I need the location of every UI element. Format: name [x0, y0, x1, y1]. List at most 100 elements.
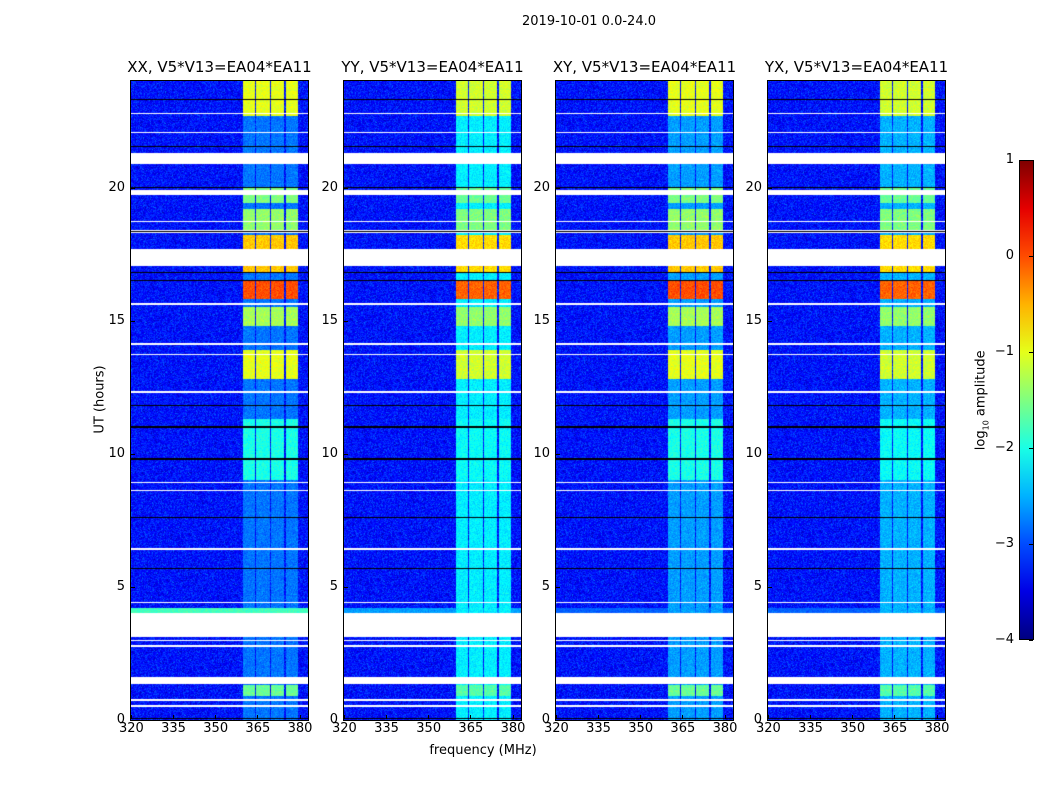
heatmap-yx: [768, 81, 945, 720]
x-tick-label: 380: [712, 721, 738, 736]
x-tick: [768, 715, 769, 719]
y-axis-label: UT (hours): [92, 365, 108, 434]
y-tick-label: 15: [533, 312, 550, 328]
x-tick: [556, 715, 557, 719]
y-tick: [344, 586, 348, 588]
panel-yx: YX, V5*V13=EA04*EA11 320 335 350 365 380 0 5 10 1…: [745, 58, 949, 736]
y-tick: [556, 453, 560, 455]
y-tick-label: 15: [108, 312, 125, 328]
heatmap-xy: [556, 81, 733, 720]
y-tick: [768, 187, 772, 189]
x-tick: [810, 715, 812, 719]
y-tick-label: 0: [753, 712, 762, 727]
y-tick: [556, 720, 560, 721]
x-tick: [470, 715, 472, 719]
colorbar-tick-label: 1: [1005, 152, 1014, 167]
panel-title: YY, V5*V13=EA04*EA11: [341, 58, 524, 76]
x-tick: [640, 715, 642, 719]
x-tick-label: 380: [924, 721, 950, 736]
colorbar-tick-label: −4: [994, 632, 1014, 647]
panel-title: YX, V5*V13=EA04*EA11: [764, 58, 949, 76]
x-tick: [173, 715, 175, 719]
y-tick-label: 5: [541, 578, 550, 594]
y-tick-label: 10: [321, 445, 338, 461]
x-tick-label: 350: [840, 721, 866, 736]
y-tick: [131, 187, 135, 189]
x-tick: [936, 715, 938, 719]
colorbar: [1019, 160, 1034, 640]
x-tick-label: 320: [332, 721, 357, 736]
y-tick-label: 0: [116, 712, 125, 727]
x-tick-label: 365: [882, 721, 908, 736]
y-tick: [768, 320, 772, 322]
y-tick: [556, 187, 560, 189]
y-tick-label: 20: [321, 179, 338, 195]
panel-yy: YY, V5*V13=EA04*EA11 320 335 350 365 380 0 5 10 1…: [321, 58, 525, 736]
colorbar-label: log10 amplitude: [973, 350, 991, 451]
x-tick: [724, 715, 726, 719]
y-tick: [344, 720, 348, 721]
x-tick-label: 320: [544, 721, 569, 736]
y-tick-label: 0: [541, 712, 550, 727]
x-tick: [428, 715, 430, 719]
x-tick-label: 335: [798, 721, 823, 736]
x-tick: [257, 715, 259, 719]
x-tick: [852, 715, 854, 719]
y-tick-label: 5: [329, 578, 338, 594]
x-tick-label: 365: [458, 721, 484, 736]
y-tick: [344, 320, 348, 322]
panel-xx: XX, V5*V13=EA04*EA11 320 335 350 365 380 0 5 10 1…: [108, 58, 312, 736]
figure-title: 2019-10-01 0.0-24.0: [522, 14, 656, 29]
y-tick-label: 20: [108, 179, 125, 195]
x-tick-label: 335: [586, 721, 611, 736]
y-tick: [131, 453, 135, 455]
panel-title: XX, V5*V13=EA04*EA11: [127, 58, 312, 76]
x-tick-label: 320: [756, 721, 781, 736]
colorbar-tick: [1029, 160, 1033, 161]
x-tick: [215, 715, 217, 719]
y-tick-label: 20: [745, 179, 762, 195]
x-tick-label: 380: [287, 721, 313, 736]
x-tick: [894, 715, 896, 719]
y-tick: [556, 586, 560, 588]
y-tick-label: 10: [745, 445, 762, 461]
colorbar-tick-label: 0: [1005, 248, 1014, 263]
x-tick-label: 365: [670, 721, 696, 736]
y-tick: [768, 720, 772, 721]
x-tick-label: 350: [203, 721, 229, 736]
panel-title: XY, V5*V13=EA04*EA11: [552, 58, 737, 76]
y-tick-label: 0: [329, 712, 338, 727]
y-tick-label: 10: [108, 445, 125, 461]
x-tick-label: 365: [245, 721, 271, 736]
panel-xy: XY, V5*V13=EA04*EA11 320 335 350 365 380 0 5 10 1…: [533, 58, 737, 736]
x-tick: [131, 715, 132, 719]
x-tick-label: 380: [500, 721, 526, 736]
y-tick: [131, 586, 135, 588]
x-tick: [344, 715, 345, 719]
x-tick-label: 335: [374, 721, 399, 736]
y-tick: [768, 586, 772, 588]
x-tick-label: 350: [416, 721, 442, 736]
y-tick-label: 5: [753, 578, 762, 594]
x-axis-label: frequency (MHz): [429, 743, 537, 758]
colorbar-tick: [1029, 448, 1033, 449]
y-tick: [768, 453, 772, 455]
colorbar-tick: [1029, 640, 1033, 641]
x-tick: [682, 715, 684, 719]
colorbar-tick: [1029, 352, 1033, 353]
colorbar-tick-label: −2: [994, 440, 1014, 455]
y-tick-label: 15: [321, 312, 338, 328]
x-tick-label: 335: [161, 721, 186, 736]
y-tick-label: 10: [533, 445, 550, 461]
colorbar-tick: [1029, 256, 1033, 257]
heatmap-yy: [344, 81, 521, 720]
colorbar-tick-label: −1: [994, 344, 1014, 359]
x-tick: [598, 715, 600, 719]
x-tick-label: 350: [628, 721, 654, 736]
colorbar-tick: [1029, 544, 1033, 545]
x-tick-label: 320: [119, 721, 144, 736]
y-tick-label: 5: [116, 578, 125, 594]
y-tick-label: 15: [745, 312, 762, 328]
y-tick-label: 20: [533, 179, 550, 195]
x-tick: [299, 715, 301, 719]
